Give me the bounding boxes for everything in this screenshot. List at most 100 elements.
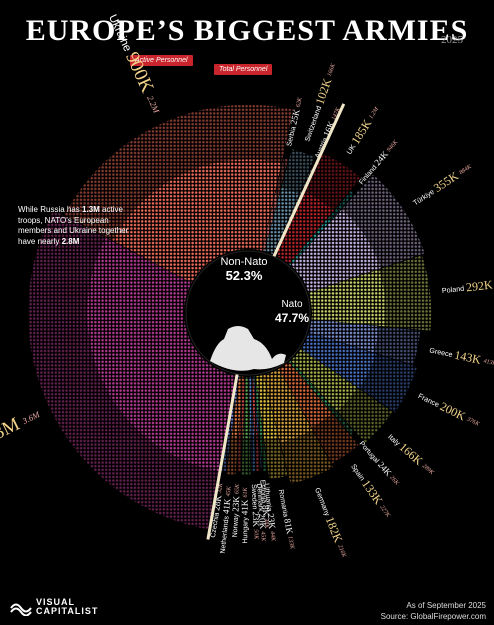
slice-active-finland [289, 218, 331, 266]
label-total-germany: 216K [336, 544, 347, 559]
brand-line-2: CAPITALIST [36, 606, 99, 616]
label-total-spain: 227K [378, 505, 391, 520]
label-country-denmark: Denmark [255, 483, 264, 514]
label-ukraine: Ukraine 900K 2.2M [103, 10, 167, 117]
label-active-estonia: 8K [260, 505, 271, 519]
annotation-nato-figure: 2.8M [61, 236, 80, 246]
label-country-estonia: Estonia [258, 480, 267, 506]
footer: As of September 2025 Source: GlobalFirep… [381, 600, 486, 622]
brand-logo: VISUAL CAPITALIST [36, 598, 98, 616]
label-active-lithuania: 23K [266, 513, 278, 532]
center-nato-label: Nato [281, 299, 303, 310]
annotation-russia-figure: 1.3M [82, 205, 100, 214]
visual-capitalist-logo-icon [10, 603, 32, 616]
label-netherlands: Netherlands 41K 45K [217, 485, 234, 554]
annotation-text-1: While Russia has [18, 205, 83, 214]
label-country-netherlands: Netherlands [220, 514, 231, 554]
slice-active-portugal [289, 360, 331, 408]
label-country-portugal: Portugal [358, 440, 382, 466]
label-romania: Romania 81K 133K [277, 488, 298, 551]
label-country-greece: Greece [429, 345, 456, 359]
label-active-netherlands: 41K [221, 496, 233, 515]
footer-source: Source: GlobalFirepower.com [380, 612, 486, 621]
label-lithuania: Lithuania 23K 44K [262, 483, 278, 543]
label-country-norway: Norway [232, 512, 240, 538]
label-norway: Norway 23K 65K [229, 483, 242, 538]
label-active-ukraine: 900K [121, 49, 160, 100]
chart-year: 2025 [441, 34, 463, 46]
label-total-finland: 946K [386, 138, 400, 153]
slice-active-denmark [251, 376, 258, 436]
label-total-norway: 65K [235, 483, 242, 494]
label-country-switzerland: Switzerland [302, 103, 323, 143]
center-nonnato-pct: 52.3% [226, 268, 263, 283]
label-total-romania: 133K [286, 536, 294, 551]
label-total-uk: 1.2M [369, 106, 381, 121]
label-total-portugal: 26K [388, 475, 400, 487]
annotation-text-2: active troops, NATO’s European members a… [18, 205, 129, 246]
label-country-lithuania: Lithuania [263, 483, 273, 514]
label-total-switzerland: 166K [327, 62, 337, 77]
slice-active-spain [279, 362, 333, 428]
label-total-italy: 289K [421, 463, 435, 477]
label-total-trkiye: 884K [458, 163, 474, 177]
label-total-denmark: 45K [259, 531, 267, 542]
soldiers-illustration-icon [210, 326, 286, 371]
label-total-sweden: 50K [252, 529, 258, 540]
label-country-romania: Romania [277, 489, 289, 520]
label-total-czechia: 32K [217, 482, 225, 495]
label-active-poland: 292K [465, 277, 494, 294]
label-switzerland: Switzerland 102K 166K [299, 60, 339, 143]
label-trkiye: Türkiye 355K 884K [409, 159, 475, 209]
label-country-poland: Poland [441, 283, 466, 295]
label-poland: Poland 292K 600K [441, 275, 494, 297]
label-total-france: 376K [465, 416, 481, 428]
center-disc [185, 250, 311, 376]
label-active-greece: 143K [453, 347, 485, 367]
label-total-greece: 413K [483, 358, 494, 368]
label-active-serbia: 25K [288, 106, 302, 126]
label-active-germany: 182K [323, 515, 347, 548]
russia-annotation: While Russia has 1.3M active troops, NAT… [18, 205, 136, 247]
slice-active-germany [263, 369, 313, 443]
label-active-romania: 81K [282, 518, 295, 537]
label-denmark: Denmark 20K 45K [255, 483, 269, 543]
footer-date: As of September 2025 [406, 601, 486, 610]
label-estonia: Estonia 8K 38K [258, 479, 272, 529]
nato-divider-start [272, 103, 346, 258]
label-total-ukraine: 2.2M [145, 94, 162, 115]
label-country-hungary: Hungary [242, 515, 249, 543]
label-russia: Russia 1.3M 3.6M [0, 404, 44, 468]
slice-active-russia [87, 237, 237, 472]
slice-active-estonia [253, 376, 259, 434]
slice-active-france [301, 332, 376, 389]
label-country-france: France [417, 391, 443, 410]
label-total-hungary: 61K [243, 486, 249, 497]
label-active-hungary: 41K [240, 497, 250, 515]
label-total-netherlands: 45K [225, 485, 233, 497]
label-greece: Greece 143K 413K [428, 342, 494, 370]
legend-total-personnel: Total Personnel [214, 64, 273, 75]
label-active-sweden: 23K [251, 511, 262, 529]
slice-active-hungary [243, 376, 250, 439]
slice-active-serbia [262, 192, 280, 252]
slice-active-trkiye [290, 209, 381, 293]
label-active-denmark: 20K [257, 513, 268, 531]
label-total-lithuania: 44K [268, 531, 276, 543]
slice-active-switzerland [264, 187, 299, 255]
label-active-norway: 23K [230, 494, 241, 512]
brand-line-1: VISUAL [36, 597, 76, 607]
label-germany: Germany 182K 216K [311, 485, 352, 560]
label-hungary: Hungary 41K 61K [239, 486, 250, 543]
label-uk: UK 185K 1.2M [342, 103, 383, 157]
slice-active-italy [290, 349, 358, 412]
slice-active-lithuania [254, 376, 263, 436]
label-sweden: Sweden 23K 50K [250, 484, 262, 540]
slice-active-ukraine [112, 159, 282, 283]
center-nato-pct: 47.7% [275, 311, 309, 325]
slice-active-greece [309, 319, 380, 353]
label-active-switzerland: 102K [312, 74, 335, 107]
slice-active-uk [274, 191, 334, 264]
slice-active-netherlands [231, 376, 244, 438]
